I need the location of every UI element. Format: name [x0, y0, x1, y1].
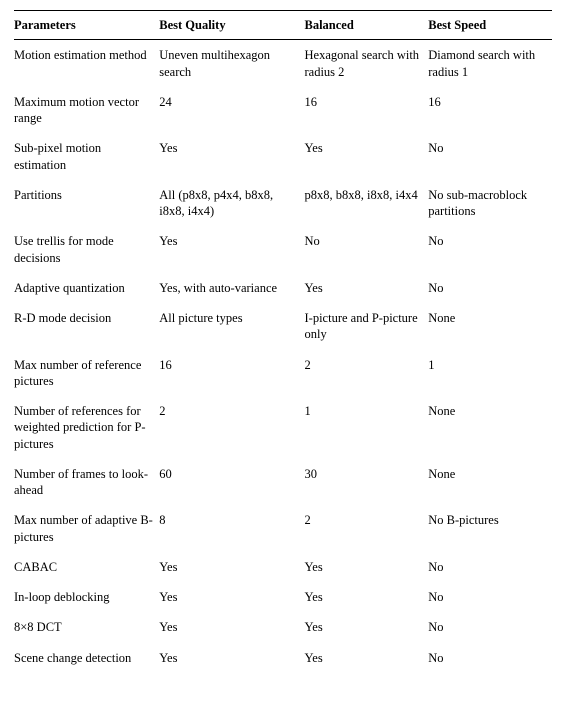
table-row: Motion estimation method Uneven multihex… [14, 40, 552, 87]
cell-balanced: 16 [305, 87, 429, 134]
cell-parameter: Sub-pixel motion estimation [14, 133, 159, 180]
table-row: Scene change detection Yes Yes No [14, 643, 552, 673]
cell-balanced: Hexagonal search with radius 2 [305, 40, 429, 87]
cell-parameter: Max number of adaptive B-pictures [14, 505, 159, 552]
table-row: Number of frames to look-ahead 60 30 Non… [14, 459, 552, 506]
cell-best-speed: No [428, 133, 552, 180]
cell-best-speed: No [428, 643, 552, 673]
cell-balanced: Yes [305, 643, 429, 673]
cell-balanced: No [305, 226, 429, 273]
cell-balanced: Yes [305, 133, 429, 180]
cell-parameter: 8×8 DCT [14, 612, 159, 642]
cell-balanced: 2 [305, 350, 429, 397]
cell-best-speed: 16 [428, 87, 552, 134]
table-row: Partitions All (p8x8, p4x4, b8x8, i8x8, … [14, 180, 552, 227]
header-best-speed: Best Speed [428, 11, 552, 40]
cell-balanced: Yes [305, 552, 429, 582]
header-parameters: Parameters [14, 11, 159, 40]
cell-best-speed: No sub-macroblock partitions [428, 180, 552, 227]
table-row: Max number of reference pictures 16 2 1 [14, 350, 552, 397]
cell-balanced: 2 [305, 505, 429, 552]
encoding-parameters-table: Parameters Best Quality Balanced Best Sp… [14, 10, 552, 673]
cell-parameter: CABAC [14, 552, 159, 582]
cell-parameter: Use trellis for mode decisions [14, 226, 159, 273]
table-body: Motion estimation method Uneven multihex… [14, 40, 552, 673]
cell-best-speed: None [428, 459, 552, 506]
cell-best-quality: 16 [159, 350, 304, 397]
table-row: Adaptive quantization Yes, with auto-var… [14, 273, 552, 303]
cell-best-quality: 24 [159, 87, 304, 134]
cell-balanced: I-picture and P-picture only [305, 303, 429, 350]
table-row: In-loop deblocking Yes Yes No [14, 582, 552, 612]
cell-parameter: Max number of reference pictures [14, 350, 159, 397]
cell-best-speed: No [428, 226, 552, 273]
table-row: 8×8 DCT Yes Yes No [14, 612, 552, 642]
header-best-quality: Best Quality [159, 11, 304, 40]
cell-best-speed: 1 [428, 350, 552, 397]
cell-best-quality: Yes [159, 552, 304, 582]
cell-balanced: 30 [305, 459, 429, 506]
table-header-row: Parameters Best Quality Balanced Best Sp… [14, 11, 552, 40]
cell-best-speed: None [428, 303, 552, 350]
cell-balanced: Yes [305, 273, 429, 303]
cell-balanced: 1 [305, 396, 429, 459]
table-row: Maximum motion vector range 24 16 16 [14, 87, 552, 134]
cell-parameter: Adaptive quantization [14, 273, 159, 303]
cell-best-quality: 8 [159, 505, 304, 552]
cell-balanced: Yes [305, 612, 429, 642]
cell-parameter: Partitions [14, 180, 159, 227]
cell-best-quality: Yes, with auto-variance [159, 273, 304, 303]
cell-best-quality: Yes [159, 612, 304, 642]
cell-best-speed: Diamond search with radius 1 [428, 40, 552, 87]
cell-parameter: Maximum motion vector range [14, 87, 159, 134]
cell-parameter: R-D mode decision [14, 303, 159, 350]
cell-parameter: Motion estimation method [14, 40, 159, 87]
cell-best-quality: Yes [159, 582, 304, 612]
cell-best-quality: Yes [159, 133, 304, 180]
cell-best-quality: Yes [159, 226, 304, 273]
cell-best-quality: All (p8x8, p4x4, b8x8, i8x8, i4x4) [159, 180, 304, 227]
cell-best-speed: No [428, 273, 552, 303]
cell-parameter: In-loop deblocking [14, 582, 159, 612]
cell-best-speed: No B-pictures [428, 505, 552, 552]
cell-best-quality: Uneven multihexagon search [159, 40, 304, 87]
cell-best-speed: No [428, 552, 552, 582]
cell-best-quality: All picture types [159, 303, 304, 350]
table-row: Use trellis for mode decisions Yes No No [14, 226, 552, 273]
cell-best-quality: 60 [159, 459, 304, 506]
table-row: Sub-pixel motion estimation Yes Yes No [14, 133, 552, 180]
cell-best-speed: No [428, 582, 552, 612]
cell-balanced: Yes [305, 582, 429, 612]
header-balanced: Balanced [305, 11, 429, 40]
table-row: R-D mode decision All picture types I-pi… [14, 303, 552, 350]
table-row: Max number of adaptive B-pictures 8 2 No… [14, 505, 552, 552]
cell-balanced: p8x8, b8x8, i8x8, i4x4 [305, 180, 429, 227]
cell-parameter: Scene change detection [14, 643, 159, 673]
cell-best-quality: 2 [159, 396, 304, 459]
cell-best-speed: No [428, 612, 552, 642]
table-row: CABAC Yes Yes No [14, 552, 552, 582]
cell-best-quality: Yes [159, 643, 304, 673]
table-row: Number of references for weighted predic… [14, 396, 552, 459]
cell-parameter: Number of references for weighted predic… [14, 396, 159, 459]
cell-parameter: Number of frames to look-ahead [14, 459, 159, 506]
cell-best-speed: None [428, 396, 552, 459]
